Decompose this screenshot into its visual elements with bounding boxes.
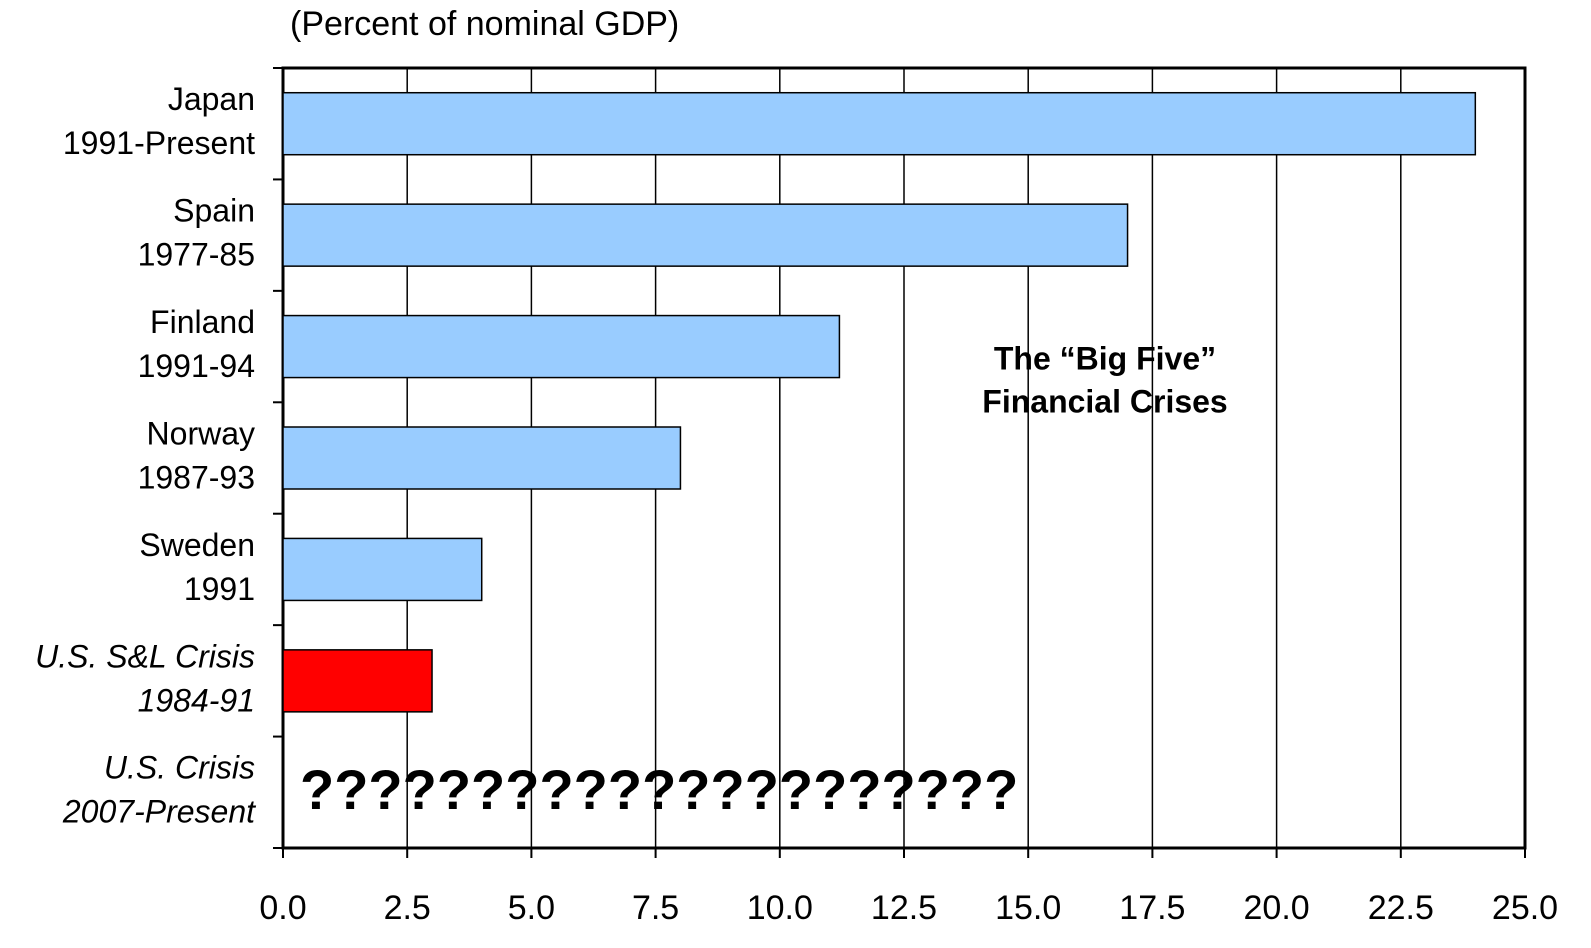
x-tick-label: 25.0	[1492, 889, 1558, 927]
x-tick-label: 22.5	[1368, 889, 1434, 927]
bar	[282, 649, 433, 713]
y-tick-label: Finland	[150, 304, 255, 340]
x-tick-label: 10.0	[747, 889, 813, 927]
y-tick-label: 1977-85	[138, 237, 255, 273]
annotation: The “Big Five”	[994, 340, 1216, 376]
x-tick-label: 17.5	[1119, 889, 1185, 927]
x-tick-label: 2.5	[384, 889, 431, 927]
annotation: Financial Crises	[982, 383, 1227, 419]
chart-subtitle: (Percent of nominal GDP)	[290, 5, 679, 43]
x-tick-label: 0.0	[259, 889, 306, 927]
x-tick-label: 5.0	[508, 889, 555, 927]
bar	[282, 203, 1129, 267]
annotation: ?????????????????????	[300, 758, 1018, 821]
y-tick-label: 1991	[184, 571, 255, 607]
y-tick-label: U.S. Crisis	[104, 750, 255, 786]
y-tick-label: 1984-91	[138, 682, 255, 718]
bar	[282, 314, 841, 379]
y-tick-label: Japan	[168, 81, 255, 117]
x-tick-label: 7.5	[632, 889, 679, 927]
y-tick-label: Spain	[173, 193, 255, 229]
y-tick-label: 2007-Present	[62, 794, 256, 830]
y-tick-label: 1991-Present	[63, 125, 255, 161]
y-tick-label: U.S. S&L Crisis	[35, 638, 255, 674]
y-tick-label: 1987-93	[138, 459, 255, 495]
bar	[282, 91, 1477, 156]
x-tick-label: 12.5	[871, 889, 937, 927]
x-tick-label: 15.0	[995, 889, 1061, 927]
y-tick-label: Norway	[147, 415, 255, 451]
bar	[282, 426, 682, 490]
y-tick-label: 1991-94	[138, 348, 255, 384]
y-tick-label: Sweden	[139, 527, 255, 563]
x-tick-label: 20.0	[1244, 889, 1310, 927]
bar	[282, 537, 483, 602]
